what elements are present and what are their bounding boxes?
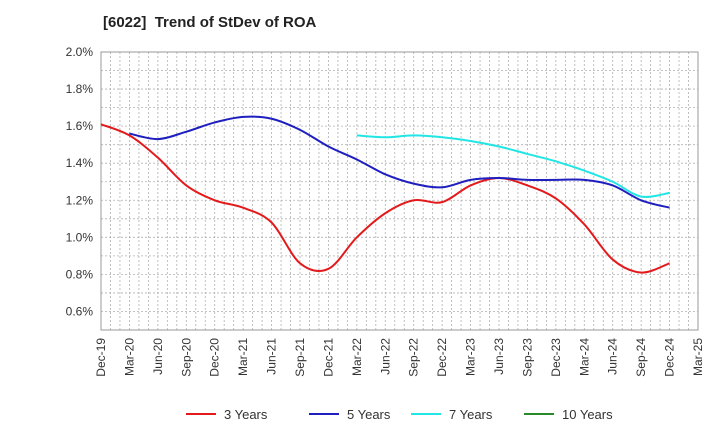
x-tick-label: Mar-22 <box>350 338 364 376</box>
y-tick-label: 1.4% <box>66 156 94 170</box>
x-tick-label: Jun-20 <box>151 338 165 375</box>
y-tick-label: 2.0% <box>66 45 94 59</box>
legend-label-5-years: 5 Years <box>347 407 391 422</box>
x-tick-label: Dec-21 <box>321 338 335 377</box>
x-tick-label: Sep-23 <box>520 338 534 377</box>
x-tick-label: Jun-23 <box>492 338 506 375</box>
x-tick-label: Dec-24 <box>663 338 677 377</box>
x-tick-label: Dec-19 <box>94 338 108 377</box>
grid-layer <box>101 52 698 330</box>
series-line-7-years <box>356 134 670 198</box>
legend: 3 Years 5 Years 7 Years 10 Years <box>186 407 613 422</box>
x-tick-label: Jun-22 <box>378 338 392 375</box>
legend-label-10-years: 10 Years <box>562 407 613 422</box>
y-tick-label: 1.0% <box>66 230 94 244</box>
x-tick-label: Dec-22 <box>435 338 449 377</box>
x-tick-label: Sep-22 <box>407 338 421 377</box>
x-tick-label: Jun-24 <box>606 338 620 375</box>
x-tick-label: Sep-20 <box>179 338 193 377</box>
legend-label-7-years: 7 Years <box>449 407 493 422</box>
x-tick-label: Mar-21 <box>236 338 250 376</box>
series-line-3-years <box>100 123 670 274</box>
x-tick-label: Sep-24 <box>634 338 648 377</box>
x-tick-label: Mar-23 <box>464 338 478 376</box>
x-tick-label: Mar-25 <box>691 338 705 376</box>
x-tick-label: Mar-20 <box>122 338 136 376</box>
x-axis-ticks: Dec-19 Mar-20 Jun-20 Sep-20 Dec-20 Mar-21 Jun-… <box>94 338 705 377</box>
legend-label-3-years: 3 Years <box>224 407 268 422</box>
y-tick-label: 1.6% <box>66 119 94 133</box>
x-tick-label: Jun-21 <box>265 338 279 375</box>
x-tick-label: Mar-24 <box>577 338 591 376</box>
x-tick-label: Sep-21 <box>293 338 307 377</box>
y-tick-label: 1.2% <box>66 193 94 207</box>
y-axis-ticks: 2.0% 1.8% 1.6% 1.4% 1.2% 1.0% 0.8% 0.6% <box>66 45 94 318</box>
series-layer <box>100 115 670 274</box>
y-tick-label: 0.6% <box>66 304 94 318</box>
y-tick-label: 0.8% <box>66 267 94 281</box>
x-tick-label: Dec-20 <box>208 338 222 377</box>
y-tick-label: 1.8% <box>66 82 94 96</box>
x-tick-label: Dec-23 <box>549 338 563 377</box>
plot-frame <box>100 51 699 331</box>
series-line-5-years <box>129 115 670 209</box>
chart-title: [6022] Trend of StDev of ROA <box>103 14 317 31</box>
